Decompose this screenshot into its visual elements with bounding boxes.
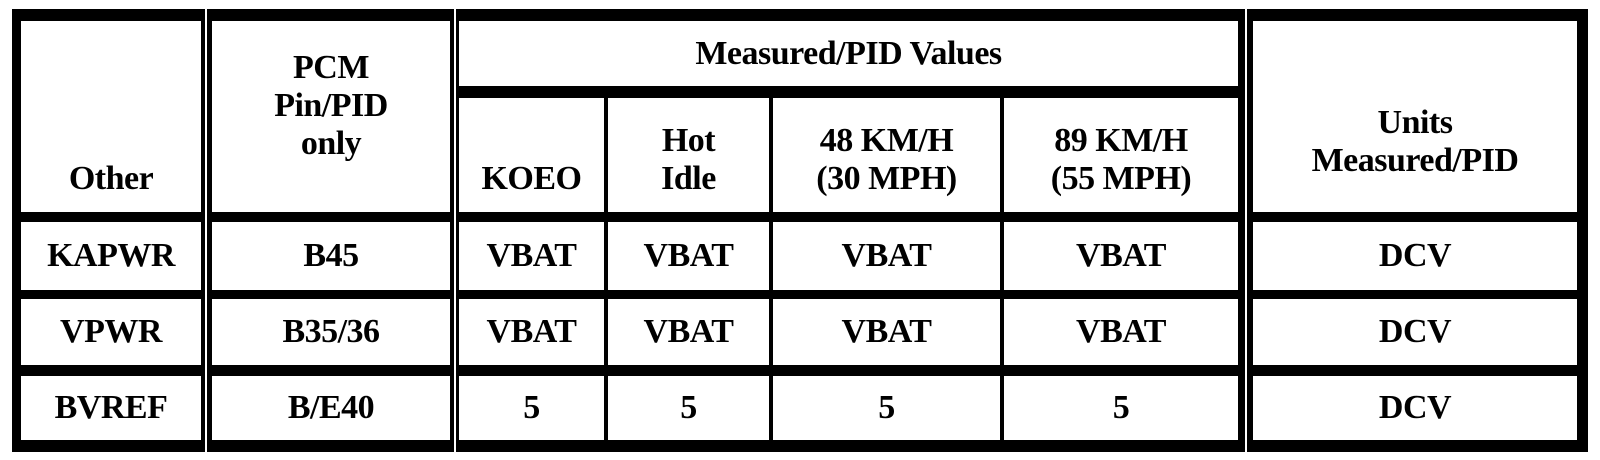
table-cell-other: BVREF [21,376,201,440]
double-line-divider [454,9,456,452]
table-cell-kmh89: 5 [1004,376,1238,440]
table-cell-other: KAPWR [21,222,201,290]
header-pcm-pin: PCM Pin/PID only [212,21,450,212]
table-cell-kmh48: 5 [773,376,1000,440]
table-cell-kmh89: VBAT [1004,299,1238,365]
header-other: Other [21,21,201,212]
table-cell-pcm: B45 [212,222,450,290]
table-cell-units: DCV [1253,376,1577,440]
table-cell-kmh48: VBAT [773,222,1000,290]
double-line-divider [1245,9,1247,452]
header-measured-values: Measured/PID Values [459,21,1238,86]
table-cell-hot-idle: VBAT [608,299,769,365]
header-hot-idle: Hot Idle [608,98,769,212]
header-48-kmh: 48 KM/H (30 MPH) [773,98,1000,212]
table-cell-other: VPWR [21,299,201,365]
table-cell-pcm: B35/36 [212,299,450,365]
table-cell-units: DCV [1253,222,1577,290]
table-cell-koeo: 5 [459,376,604,440]
header-koeo: KOEO [459,98,604,212]
table-cell-koeo: VBAT [459,299,604,365]
header-89-kmh: 89 KM/H (55 MPH) [1004,98,1238,212]
table-cell-kmh89: VBAT [1004,222,1238,290]
table-cell-units: DCV [1253,299,1577,365]
table-cell-hot-idle: VBAT [608,222,769,290]
table-cell-pcm: B/E40 [212,376,450,440]
table-cell-koeo: VBAT [459,222,604,290]
table-cell-hot-idle: 5 [608,376,769,440]
header-units: Units Measured/PID [1253,21,1577,212]
table-cell-kmh48: VBAT [773,299,1000,365]
double-line-divider [205,9,207,452]
